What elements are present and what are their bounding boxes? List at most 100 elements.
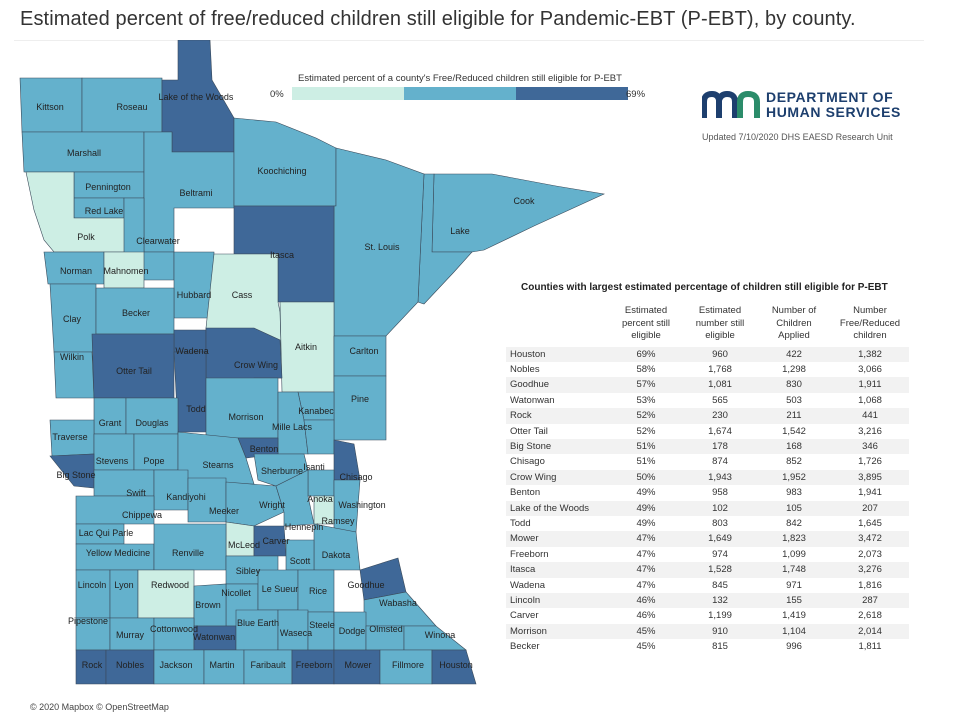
value-cell: 996 [786, 641, 802, 653]
county-label: Clay [63, 314, 82, 324]
county-map[interactable]: Kittson Roseau Lake of the Woods Marshall Pe… [14, 40, 914, 700]
county-anoka[interactable] [307, 469, 335, 497]
county-lyon[interactable] [109, 569, 139, 619]
value-cell: 842 [786, 517, 802, 529]
county-label: Becker [122, 308, 150, 318]
dhs-logo: DEPARTMENT OF HUMAN SERVICES [701, 88, 922, 124]
county-lincoln[interactable] [75, 569, 111, 619]
table-row: Itasca 47% 1,528 1,748 3,276 [506, 562, 909, 578]
table-header-cell [506, 303, 609, 347]
value-cell: 47% [636, 548, 656, 560]
county-kandiyohi[interactable] [153, 469, 189, 511]
county-label: Wabasha [379, 598, 417, 608]
county-label: Chippewa [122, 510, 162, 520]
county-beltrami[interactable] [143, 131, 235, 253]
county-label: Winona [425, 630, 456, 640]
legend-color-bar [292, 87, 628, 100]
value-cell: 1,941 [858, 487, 882, 499]
legend-max-label: 69% [626, 89, 646, 100]
county-ramsey[interactable] [313, 495, 335, 525]
value-cell: 971 [786, 579, 802, 591]
county-name-cell: Crow Wing [506, 469, 609, 486]
table-row: Freeborn 47% 974 1,099 2,073 [506, 547, 909, 562]
county-crow-wing[interactable] [205, 327, 283, 383]
county-label: Mille Lacs [272, 422, 313, 432]
county-label: Kandiyohi [166, 492, 206, 502]
county-label: Brown [195, 600, 221, 610]
county-houston[interactable] [431, 649, 477, 685]
county-grant[interactable] [93, 397, 127, 435]
county-label: Cook [513, 196, 535, 206]
value-cell: 49% [636, 487, 656, 499]
header-line: number still [695, 317, 745, 329]
county-label: Watonwan [193, 632, 235, 642]
value-cell: 1,382 [831, 346, 909, 362]
value-cell: 49% [609, 500, 683, 516]
value-cell: 1,645 [858, 517, 882, 529]
county-label: Norman [60, 266, 92, 276]
table-row: Watonwan 53% 565 503 1,068 [506, 393, 909, 408]
county-label: Itasca [270, 250, 294, 260]
value-cell: 1,943 [683, 469, 757, 486]
value-cell: 207 [831, 500, 909, 516]
county-renville[interactable] [153, 523, 227, 571]
county-label: Blue Earth [237, 618, 279, 628]
county-label: Mower [344, 660, 371, 670]
value-cell: 983 [786, 487, 802, 499]
value-cell: 830 [757, 377, 831, 393]
header-line: eligible [705, 330, 735, 341]
value-cell: 960 [683, 346, 757, 362]
value-cell: 230 [683, 408, 757, 424]
value-cell: 132 [683, 593, 757, 609]
value-cell: 503 [786, 394, 802, 406]
county-label: Cottonwood [150, 624, 198, 634]
county-label: Sherburne [261, 466, 303, 476]
legend-bin-low [292, 87, 404, 100]
value-cell: 168 [757, 438, 831, 455]
county-label: St. Louis [364, 242, 400, 252]
county-pine[interactable] [333, 375, 387, 441]
county-cook[interactable] [431, 173, 606, 253]
table-row: Houston 69% 960 422 1,382 [506, 346, 909, 362]
header-line: Applied [778, 330, 810, 341]
value-cell: 211 [757, 408, 831, 424]
table-header-cell: Number of Children Applied [757, 303, 831, 347]
table-row: Goodhue 57% 1,081 830 1,911 [506, 377, 909, 393]
table-row: Otter Tail 52% 1,674 1,542 3,216 [506, 424, 909, 439]
county-name-cell: Benton [510, 487, 541, 499]
county-lake[interactable] [417, 173, 473, 305]
county-label: Fillmore [392, 660, 424, 670]
header-line [510, 305, 605, 318]
county-label: Lac Qui Parle [79, 528, 134, 538]
logo-text: DEPARTMENT OF HUMAN SERVICES [766, 90, 901, 120]
county-morrison[interactable] [205, 377, 279, 439]
county-carlton[interactable] [333, 335, 387, 377]
county-cottonwood[interactable] [153, 617, 195, 651]
county-mcleod[interactable] [225, 521, 255, 557]
table-row: Mower 47% 1,649 1,823 3,472 [506, 531, 909, 547]
county-blue-earth[interactable] [235, 609, 279, 651]
county-douglas[interactable] [125, 397, 179, 435]
county-koochiching[interactable] [233, 117, 337, 207]
table-body: Houston 69% 960 422 1,382 Nobles 58% 1,768 1,298… [506, 346, 909, 655]
county-redwood[interactable] [137, 569, 195, 619]
county-label: Big Stone [56, 470, 95, 480]
value-cell: 1,649 [683, 531, 757, 547]
value-cell: 910 [683, 623, 757, 640]
county-label: Le Sueur [262, 584, 299, 594]
county-label: Clearwater [136, 236, 180, 246]
county-todd[interactable] [173, 351, 207, 433]
county-label: Lake of the Woods [159, 92, 234, 102]
county-label: Wright [259, 500, 285, 510]
value-cell: 51% [636, 456, 656, 468]
table-row: Morrison 45% 910 1,104 2,014 [506, 623, 909, 640]
county-wright[interactable] [225, 481, 285, 527]
county-name-cell: Lake of the Woods [506, 500, 609, 516]
county-label: Pennington [85, 182, 131, 192]
table-row: Benton 49% 958 983 1,941 [506, 485, 909, 500]
county-label: Crow Wing [234, 360, 278, 370]
table-row: Lincoln 46% 132 155 287 [506, 593, 909, 609]
value-cell: 1,952 [757, 469, 831, 486]
county-label: Lake [450, 226, 470, 236]
county-label: Isanti [303, 462, 325, 472]
